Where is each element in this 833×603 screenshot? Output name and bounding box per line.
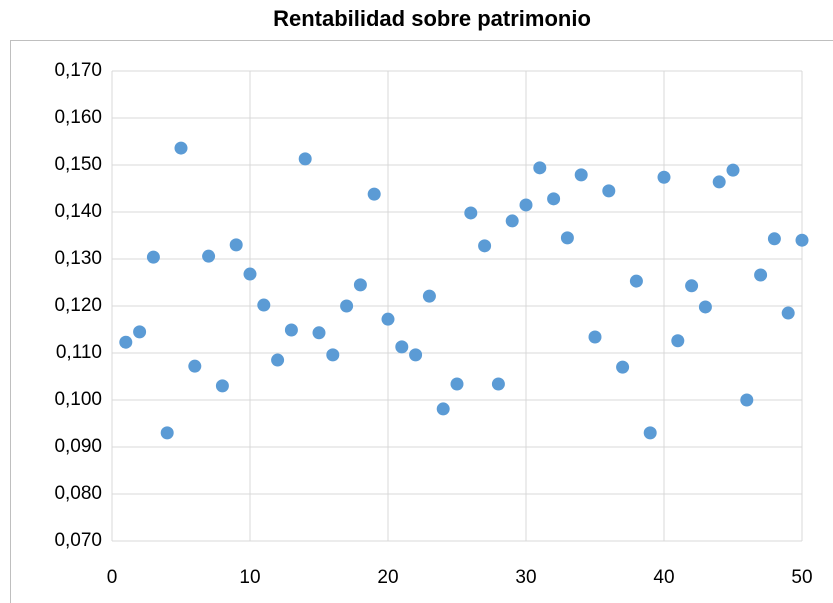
y-tick-label: 0,110	[56, 342, 102, 363]
point	[312, 326, 326, 340]
point	[174, 141, 188, 155]
point	[202, 249, 216, 263]
x-tick-label: 50	[791, 567, 812, 588]
point	[326, 348, 340, 362]
y-tick-label: 0,140	[54, 201, 102, 222]
x-tick-label: 20	[377, 567, 398, 588]
chart-border	[10, 40, 833, 603]
y-tick-label: 0,100	[54, 389, 102, 410]
point	[298, 152, 312, 166]
point	[422, 289, 436, 303]
point	[629, 274, 643, 288]
point	[795, 233, 809, 247]
x-tick-label: 0	[107, 567, 118, 588]
point	[464, 206, 478, 220]
point	[712, 175, 726, 189]
point	[188, 359, 202, 373]
point	[450, 377, 464, 391]
point	[367, 187, 381, 201]
point	[519, 198, 533, 212]
point	[533, 161, 547, 175]
point	[409, 348, 423, 362]
point	[574, 168, 588, 182]
point	[395, 340, 409, 354]
y-tick-label: 0,130	[54, 248, 102, 269]
y-tick-label: 0,090	[54, 436, 102, 457]
point	[754, 268, 768, 282]
chart-title: Rentabilidad sobre patrimonio	[273, 6, 591, 31]
point	[588, 330, 602, 344]
point	[243, 267, 257, 281]
point	[146, 250, 160, 264]
point	[781, 306, 795, 320]
point	[478, 239, 492, 253]
point	[698, 300, 712, 314]
point	[740, 393, 754, 407]
point	[160, 426, 174, 440]
x-tick-label: 40	[653, 567, 674, 588]
point	[133, 325, 147, 339]
y-tick-label: 0,150	[54, 154, 102, 175]
y-tick-label: 0,170	[54, 60, 102, 81]
point	[657, 170, 671, 184]
point	[271, 353, 285, 367]
point	[602, 184, 616, 198]
point	[685, 279, 699, 293]
point	[547, 192, 561, 206]
point	[229, 238, 243, 252]
point	[491, 377, 505, 391]
point	[726, 163, 740, 177]
point	[436, 402, 450, 416]
x-tick-label: 30	[515, 567, 536, 588]
point	[215, 379, 229, 393]
point	[284, 323, 298, 337]
y-tick-label: 0,120	[54, 295, 102, 316]
point	[767, 232, 781, 246]
point	[505, 214, 519, 228]
point	[353, 278, 367, 292]
y-tick-label: 0,070	[54, 530, 102, 551]
point	[616, 360, 630, 374]
point	[381, 312, 395, 326]
point	[257, 298, 271, 312]
point	[119, 335, 133, 349]
x-tick-label: 10	[239, 567, 260, 588]
point	[643, 426, 657, 440]
y-tick-label: 0,160	[54, 107, 102, 128]
point	[671, 334, 685, 348]
point	[340, 299, 354, 313]
point	[560, 231, 574, 245]
y-tick-label: 0,080	[54, 483, 102, 504]
